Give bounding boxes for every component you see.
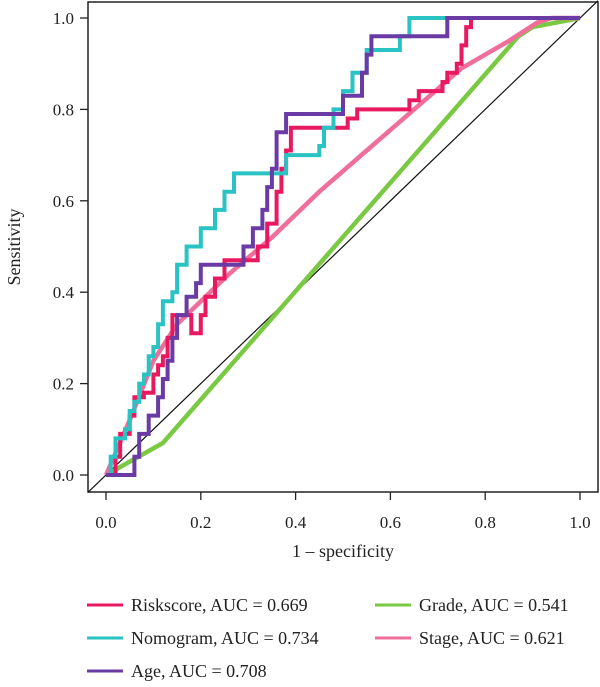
- y-tick-label: 1.0: [53, 9, 74, 28]
- x-tick-label: 0.8: [475, 513, 496, 532]
- x-tick-label: 0.6: [380, 513, 401, 532]
- legend-label-riskscore: Riskscore, AUC = 0.669: [131, 595, 308, 615]
- series-line-age: [106, 16, 580, 477]
- x-tick-label: 0.0: [95, 513, 116, 532]
- series-line-riskscore: [106, 16, 580, 477]
- x-tick-label: 0.2: [190, 513, 211, 532]
- series-line-stage: [103, 15, 580, 476]
- reference-diagonal-line: [87, 0, 599, 493]
- y-tick-label: 0.8: [53, 100, 74, 119]
- series-line-nomogram: [106, 16, 580, 477]
- legend-label-nomogram: Nomogram, AUC = 0.734: [131, 628, 319, 648]
- y-tick-label: 0.0: [53, 466, 74, 485]
- legend-label-stage: Stage, AUC = 0.621: [419, 628, 565, 648]
- x-axis-title: 1 – specificity: [292, 541, 394, 561]
- axes-layer: 0.0 0.2 0.4 0.6 0.8 1.0 0.0 0.2 0.4 0.6 0.8 1.0: [53, 9, 591, 532]
- y-axis-title: Sensitivity: [4, 208, 24, 285]
- x-tick-label: 0.4: [285, 513, 307, 532]
- legend-label-age: Age, AUC = 0.708: [131, 661, 267, 681]
- x-tick-label: 1.0: [569, 513, 590, 532]
- plot-frame: [87, 1, 599, 493]
- series-layer: [87, 0, 599, 493]
- legend-label-grade: Grade, AUC = 0.541: [419, 595, 569, 615]
- y-tick-label: 0.6: [53, 192, 74, 211]
- y-tick-label: 0.2: [53, 375, 74, 394]
- legend: Riskscore, AUC = 0.669 Nomogram, AUC = 0…: [87, 595, 569, 681]
- y-tick-label: 0.4: [53, 283, 75, 302]
